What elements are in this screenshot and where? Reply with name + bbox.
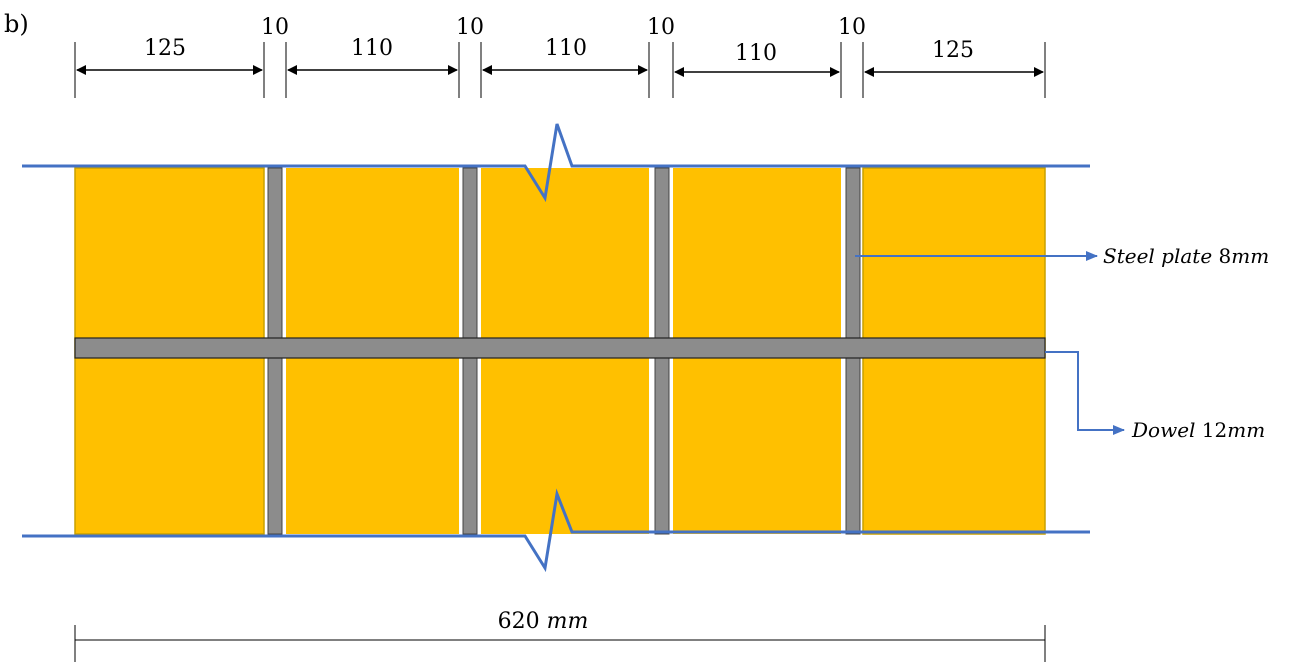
top-break-line [22, 123, 1090, 203]
segment-label: 110 [735, 41, 777, 66]
gap-label: 10 [456, 15, 484, 40]
dowel-callout: Dowel 12mm [1131, 418, 1265, 442]
dowel-leader [1045, 351, 1125, 435]
segment-label: 125 [932, 38, 974, 63]
segment-dimensions [76, 65, 1044, 77]
gap-label: 10 [838, 15, 866, 40]
segment-label: 125 [144, 36, 186, 61]
gap-label: 10 [647, 15, 675, 40]
overall-dimension-label: 620 mm [498, 609, 589, 634]
steel-plate-callout: Steel plate 8mm [1103, 244, 1269, 268]
segment-label: 110 [351, 36, 393, 61]
gap-label: 10 [261, 15, 289, 40]
bottom-break-line [22, 488, 1090, 573]
dimension-extension-lines [74, 42, 1046, 98]
dowel-bar [74, 337, 1046, 359]
overall-dimension [74, 625, 1046, 662]
panel-label: b) [4, 10, 29, 38]
segment-label: 110 [545, 36, 587, 61]
